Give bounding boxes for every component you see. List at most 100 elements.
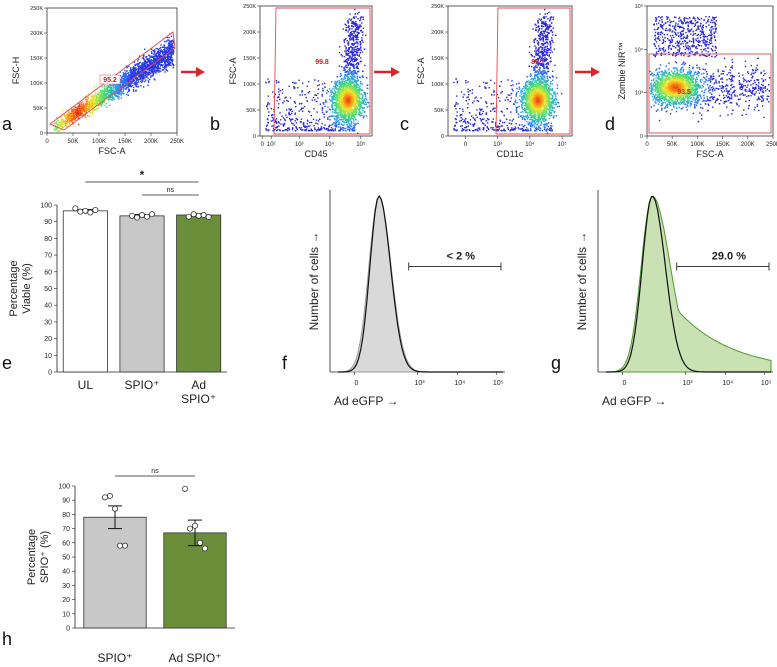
panel-a-event (71, 118, 74, 120)
panel-b-event (362, 116, 365, 118)
panel-b-event (358, 26, 361, 29)
panel-b-event (347, 50, 350, 53)
panel-b-event (351, 90, 354, 93)
panel-b-event (335, 82, 337, 85)
panel-a-event (130, 81, 132, 83)
panel-a-event (93, 109, 95, 111)
panel-b-event (339, 91, 341, 94)
panel-b-event (360, 60, 362, 62)
panel-c-frame (447, 5, 573, 137)
panel-b-event (354, 124, 356, 126)
panel-a-event (143, 64, 145, 66)
panel-b-event (332, 108, 334, 111)
panel-b-event (339, 87, 341, 90)
panel-a-event (79, 114, 81, 116)
panel-a-event (87, 105, 89, 107)
panel-a-event (101, 99, 103, 101)
panel-b-event (340, 101, 342, 103)
panel-b-event (330, 100, 332, 102)
panel-b-event (271, 114, 273, 116)
panel-b-event (361, 100, 363, 102)
panel-b-event (332, 102, 334, 104)
panel-b-event (338, 82, 340, 84)
panel-a-event (162, 64, 164, 66)
panel-a-event (113, 84, 115, 87)
panel-a-event (68, 120, 70, 122)
panel-b-event (337, 88, 339, 90)
panel-b-event (344, 89, 347, 91)
panel-a-event (129, 70, 131, 72)
panel-b-event (346, 49, 349, 52)
panel-b-event (351, 70, 353, 73)
panel-b-event (351, 77, 353, 79)
panel-b-event (351, 104, 353, 106)
panel-b-event (345, 105, 347, 107)
panel-b-event (284, 122, 286, 125)
panel-b-event (350, 123, 353, 125)
panel-a-event (118, 84, 121, 86)
panel-a-event (168, 63, 170, 65)
panel-a-event (82, 104, 85, 106)
panel-a-event (129, 83, 131, 85)
panel-b-event (348, 112, 350, 114)
panel-b-event (344, 45, 346, 47)
panel-a-event (87, 97, 90, 99)
panel-a-event (134, 70, 136, 72)
panel-a-event (136, 72, 138, 75)
panel-b-event (344, 66, 346, 68)
panel-a-event (154, 79, 156, 81)
panel-a-event (169, 47, 171, 49)
panel-b-event (288, 127, 290, 129)
panel-b-event (318, 129, 321, 131)
panel-b-event (310, 114, 312, 117)
panel-a-event (170, 53, 172, 56)
panel-b-event (295, 127, 297, 129)
panel-a-event (138, 66, 140, 69)
panel-a-event (126, 85, 128, 87)
panel-b-event (340, 109, 343, 112)
panel-a-event (91, 102, 94, 104)
panel-a-event (124, 80, 126, 82)
panel-a-event (79, 113, 82, 115)
panel-b-event (354, 99, 357, 101)
panel-b-event (355, 95, 357, 98)
panel-a-event (168, 52, 171, 54)
panel-a-event (168, 36, 170, 39)
panel-b-event (335, 87, 338, 89)
panel-a-event (64, 121, 67, 123)
panel-b-event (336, 118, 339, 120)
panel-a-event (99, 94, 102, 96)
panel-b-event (354, 83, 357, 86)
panel-a-event (124, 72, 126, 75)
panel-b-event (278, 88, 280, 90)
panel-a-event (122, 86, 124, 88)
panel-a-event (85, 101, 88, 103)
panel-a-event (148, 63, 150, 66)
panel-b-event (344, 100, 347, 103)
panel-b-event (354, 113, 357, 116)
panel-b-event (353, 21, 355, 23)
panel-a-event (75, 115, 78, 117)
panel-b-event (339, 75, 342, 77)
panel-b-event (342, 107, 344, 109)
panel-a-event (125, 75, 127, 78)
panel-b-event (286, 100, 288, 102)
panel-b-event (354, 8, 356, 11)
panel-b-event (358, 95, 360, 97)
panel-b-ytick-label: 50K (246, 108, 256, 114)
panel-b-event (341, 102, 344, 105)
panel-b-event (338, 83, 340, 85)
panel-b-event (346, 54, 348, 56)
panel-a-event (123, 78, 125, 80)
panel-b-event (345, 85, 347, 88)
panel-a-event (140, 64, 142, 67)
panel-a-event (97, 93, 99, 95)
panel-b-event (347, 101, 350, 103)
panel-b-event (347, 21, 349, 23)
panel-a-event (141, 67, 143, 69)
panel-b-event (349, 118, 352, 120)
panel-a-event (125, 74, 127, 76)
panel-b-event (353, 102, 356, 104)
panel-a-event (101, 92, 103, 94)
panel-a-event (151, 70, 153, 73)
